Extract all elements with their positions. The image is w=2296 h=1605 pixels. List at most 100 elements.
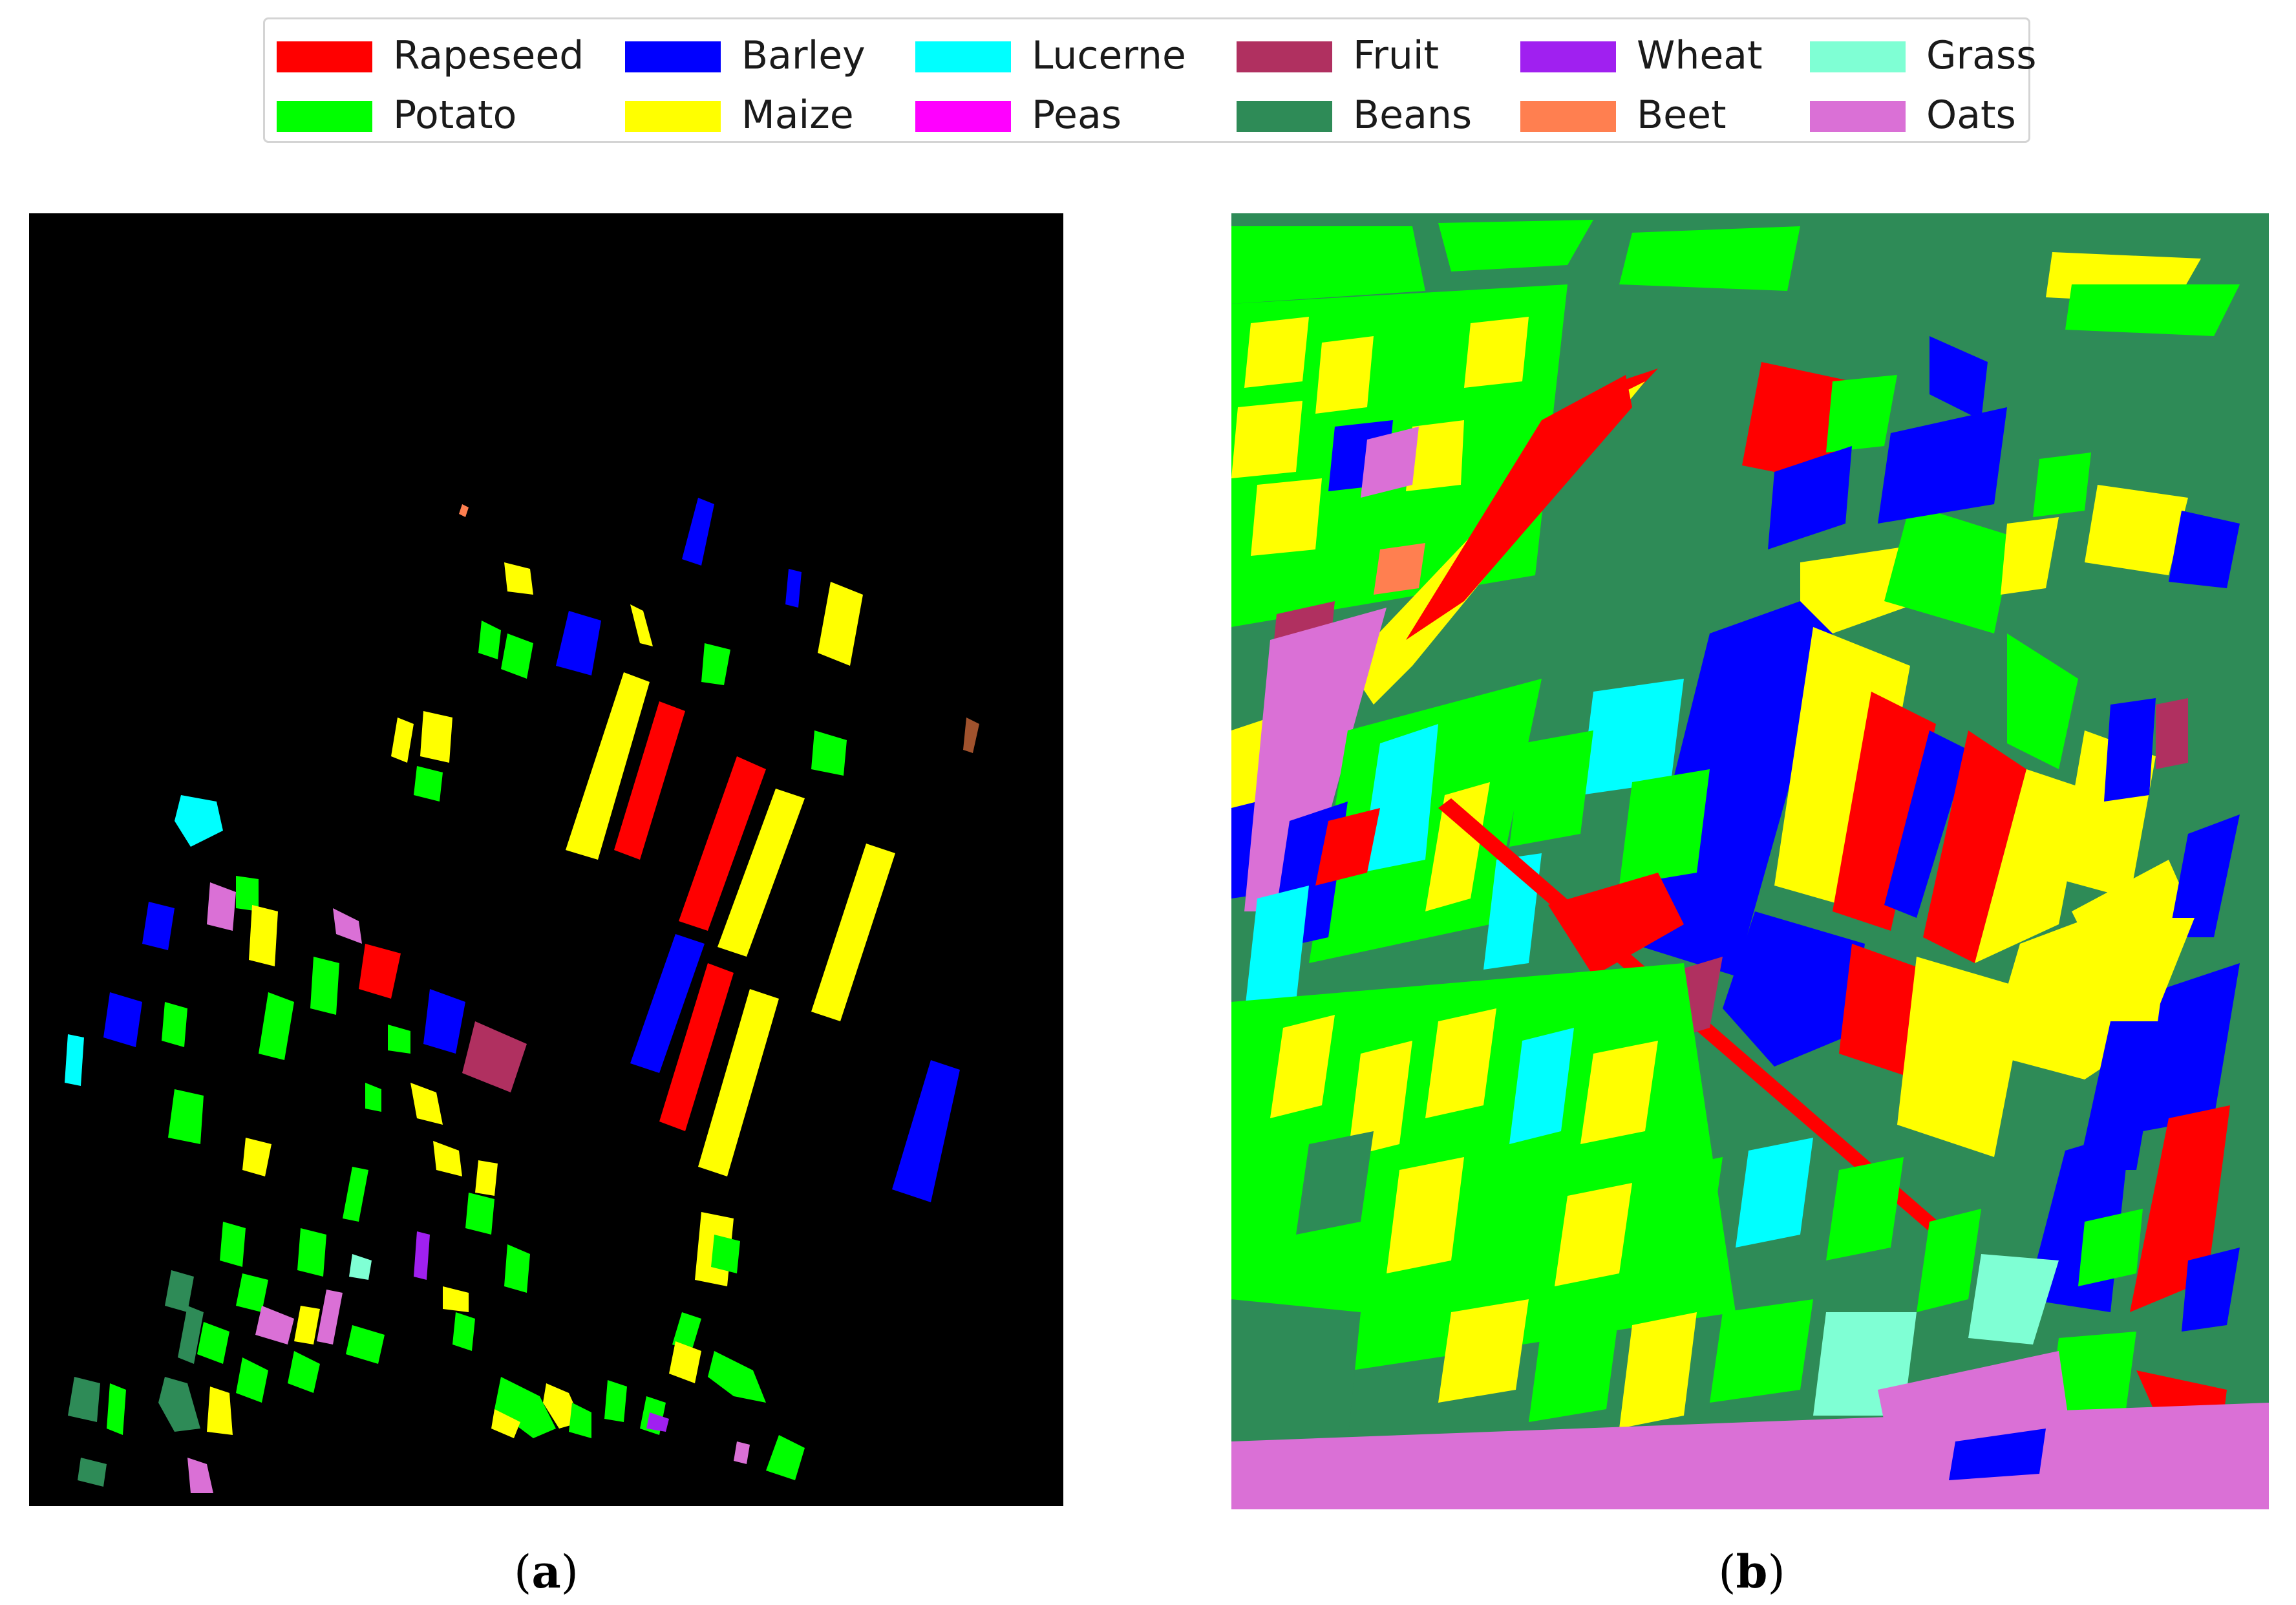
field-barley — [1632, 601, 1833, 976]
field-potato — [1529, 1312, 1619, 1422]
field-maize — [443, 1286, 469, 1312]
field-barley — [1884, 730, 1968, 918]
field-barley — [1768, 446, 1852, 549]
legend-swatch-oats — [1810, 101, 1906, 132]
field-potato — [220, 1222, 246, 1267]
field-potato — [310, 957, 339, 1015]
caption-a-letter: a — [531, 1545, 561, 1599]
field-beans — [158, 1377, 200, 1432]
field-potato — [501, 633, 533, 679]
region-maize — [1231, 401, 1302, 478]
field-oats — [333, 908, 362, 944]
field-maize — [630, 604, 653, 646]
field-maize — [294, 1306, 320, 1345]
field-maize — [1425, 1008, 1496, 1118]
field-lucerne — [65, 1034, 84, 1086]
field-maize — [420, 711, 452, 763]
field-rapeseed — [614, 701, 685, 860]
field-barley — [892, 1060, 960, 1202]
field-potato — [672, 1312, 701, 1351]
field-potato — [1826, 375, 1897, 452]
field-beet — [459, 504, 469, 517]
field-maize — [249, 905, 278, 966]
field-maize — [1580, 1041, 1658, 1144]
field-barley — [2169, 814, 2240, 937]
region-potato — [1619, 226, 1800, 291]
field-beans — [178, 1306, 204, 1364]
region-rapeseed — [1406, 375, 1632, 640]
caption-b: (b) — [1718, 1545, 1785, 1599]
panel-a-ground-truth-map — [29, 213, 1063, 1506]
field-barley — [103, 992, 142, 1047]
region-beans — [1231, 1299, 1361, 1441]
field-maize — [1348, 1041, 1412, 1157]
field-maize — [1897, 957, 2026, 1157]
field-maize — [391, 717, 414, 763]
field-beans — [68, 1377, 100, 1422]
field-maize — [566, 672, 650, 860]
panel-b-classification-map — [1231, 213, 2269, 1509]
field-potato — [1826, 1157, 1904, 1260]
field-barley — [682, 498, 714, 566]
field-potato — [288, 1351, 320, 1393]
field-barley — [1723, 911, 1865, 1067]
field-potato — [708, 1351, 766, 1403]
legend-swatch-barley — [625, 41, 721, 72]
field-fruit — [462, 1021, 527, 1092]
panel-a-background — [29, 213, 1063, 1506]
field-potato — [1619, 769, 1710, 886]
field-potato — [236, 876, 259, 911]
field-maize — [1270, 1015, 1335, 1118]
field-potato — [1917, 1209, 1981, 1312]
field-maize — [818, 582, 863, 666]
field-lucerne — [1580, 679, 1684, 795]
field-maize — [1438, 1299, 1529, 1403]
field-maize — [717, 789, 805, 957]
field-potato — [1710, 1299, 1813, 1403]
field-potato — [569, 1403, 591, 1438]
field-potato — [811, 730, 847, 776]
field-maize — [410, 1083, 443, 1125]
field-potato — [365, 1083, 381, 1112]
field-oats — [187, 1458, 213, 1493]
field-oats — [317, 1290, 343, 1345]
field-barley — [2169, 511, 2240, 588]
caption-a: (a) — [514, 1545, 579, 1599]
legend-label-beans: Beans — [1353, 92, 1472, 138]
field-wheat — [646, 1412, 669, 1432]
field-maize — [475, 1160, 498, 1196]
field-barley — [2143, 963, 2240, 1131]
legend-label-maize: Maize — [741, 92, 854, 138]
region-potato — [1438, 220, 1593, 271]
field-potato — [1884, 504, 2014, 633]
region-oats — [1361, 427, 1419, 498]
legend-swatch-fruit — [1237, 41, 1332, 72]
legend-swatch-grass — [1810, 41, 1906, 72]
field-maize — [1425, 782, 1490, 911]
field-rapeseed — [1548, 873, 1684, 976]
field-maize — [2001, 517, 2059, 595]
region-potato — [1396, 349, 1458, 414]
field-potato — [388, 1025, 410, 1054]
field-beans — [165, 1270, 194, 1312]
field-maize — [1387, 1157, 1464, 1273]
field-barley — [423, 989, 465, 1054]
field-potato — [236, 1273, 268, 1312]
legend-label-rapeseed: Rapeseed — [393, 33, 584, 78]
legend-swatch-potato — [277, 101, 372, 132]
field-potato — [1477, 1170, 1542, 1286]
region-maize — [1406, 420, 1464, 491]
field-potato — [494, 1377, 556, 1438]
field-rapeseed — [1315, 808, 1380, 886]
field-maize — [669, 1341, 701, 1383]
legend-label-beet: Beet — [1637, 92, 1727, 138]
field-potato — [478, 621, 501, 659]
legend-label-potato: Potato — [393, 92, 517, 138]
legend-label-peas: Peas — [1032, 92, 1121, 138]
field-rapeseed — [1923, 730, 2026, 963]
legend-swatch-beans — [1237, 101, 1332, 132]
region-beet — [1374, 543, 1425, 595]
region-oats — [1878, 1351, 2072, 1454]
field-potato — [701, 643, 730, 685]
legend-label-barley: Barley — [741, 33, 866, 78]
